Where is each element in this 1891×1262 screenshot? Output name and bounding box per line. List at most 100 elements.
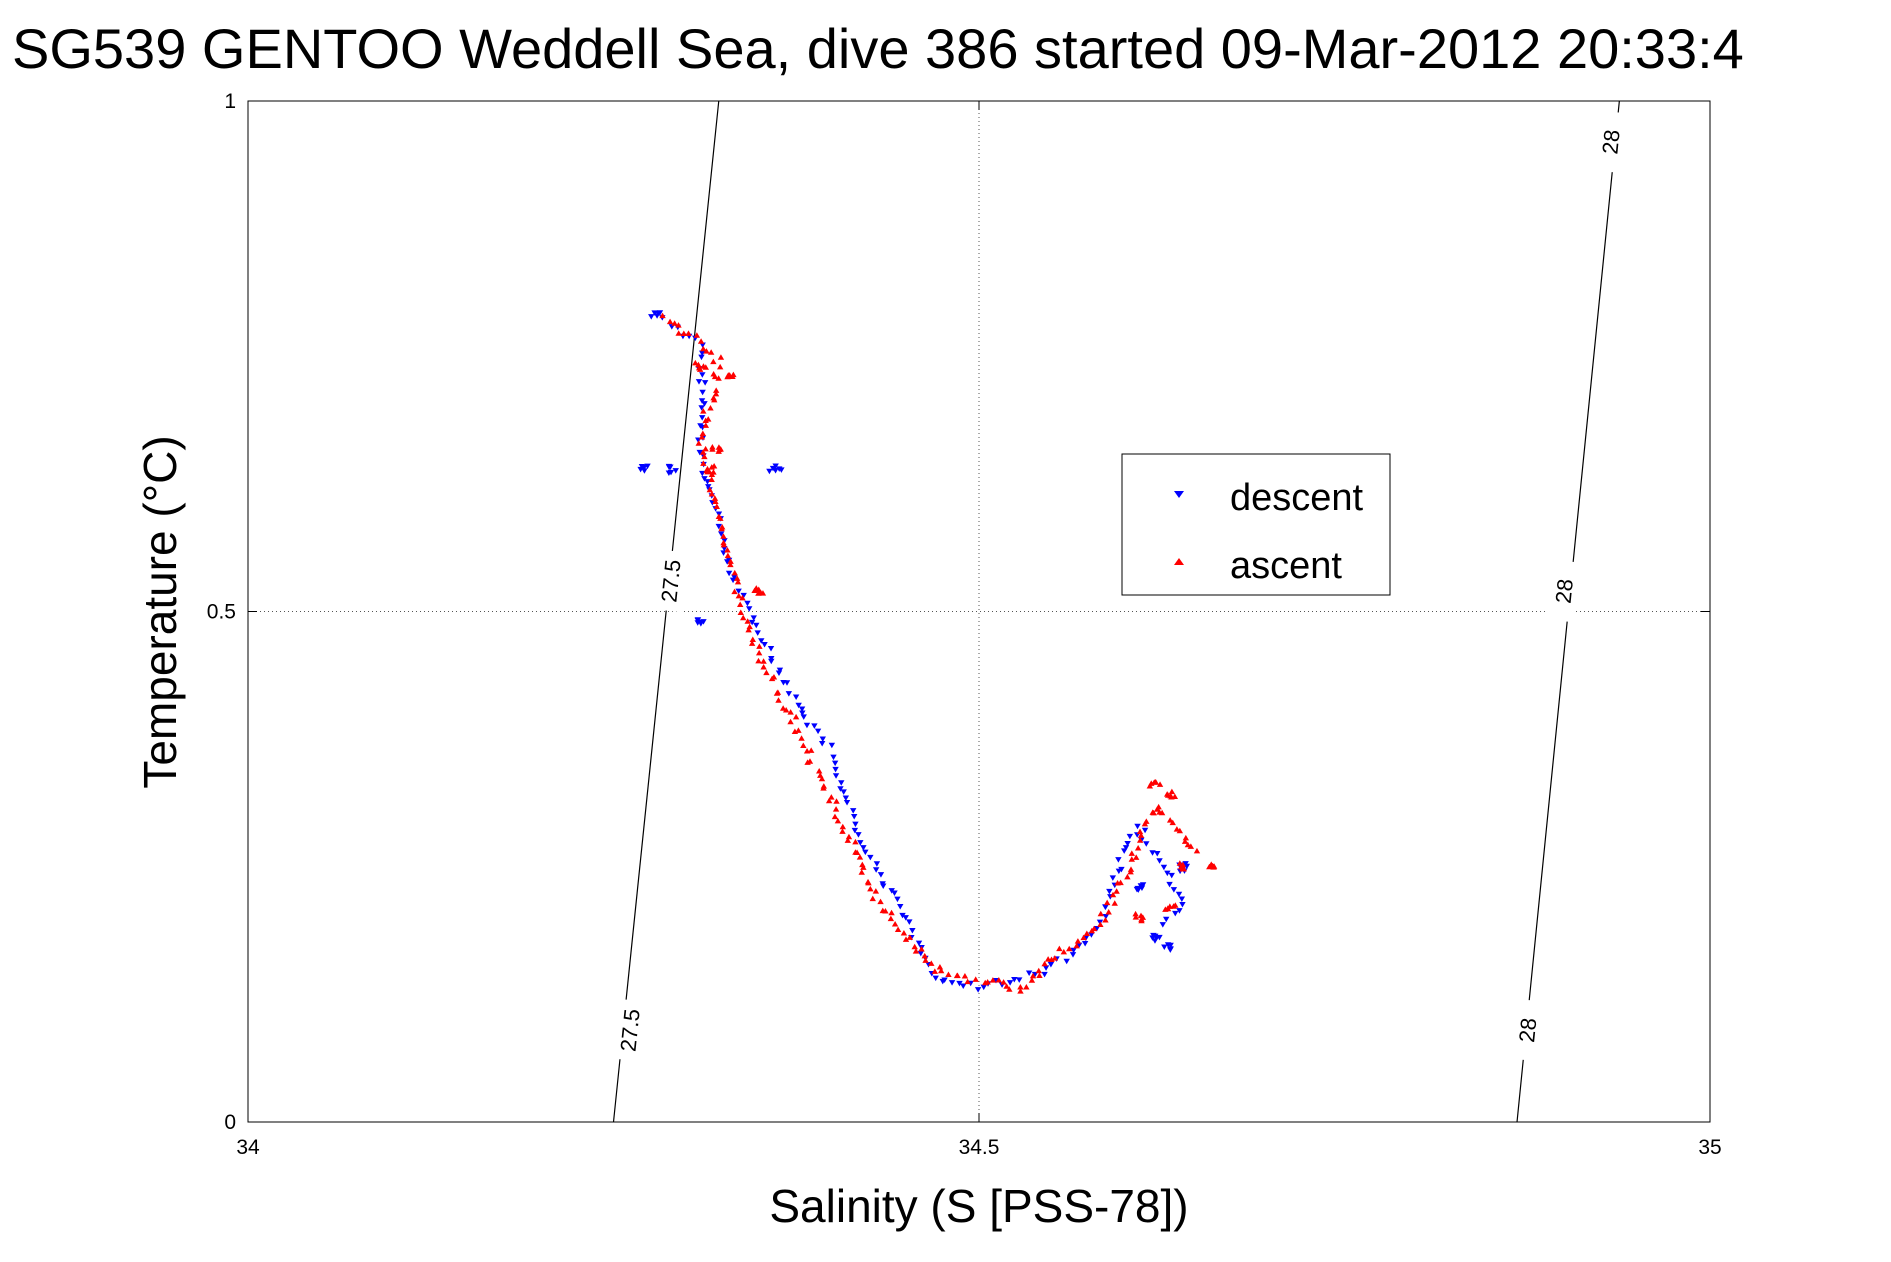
descent-point	[1102, 904, 1109, 910]
legend-descent-marker	[1174, 491, 1184, 498]
ascent-point	[954, 972, 961, 978]
ascent-point	[675, 330, 682, 336]
ascent-point	[1137, 912, 1145, 919]
ascent-point	[1166, 903, 1174, 909]
descent-point	[818, 741, 826, 747]
ascent-point	[699, 430, 707, 436]
descent-point	[1170, 887, 1178, 893]
descent-point	[891, 890, 898, 896]
ascent-point	[720, 533, 727, 539]
ascent-point	[887, 915, 895, 922]
descent-point	[1153, 935, 1161, 941]
ascent-point	[700, 345, 707, 352]
ascent-point	[710, 358, 717, 365]
ascent-point	[820, 785, 827, 791]
descent-point	[960, 983, 967, 990]
ascent-point	[1090, 925, 1098, 932]
descent-point	[767, 646, 775, 652]
ascent-point	[906, 934, 914, 940]
ascent-point	[1103, 899, 1111, 906]
ascent-point	[1006, 986, 1013, 992]
ascent-point	[710, 469, 717, 475]
descent-point	[729, 577, 737, 584]
ascent-point	[1210, 863, 1217, 870]
descent-point	[775, 670, 783, 676]
descent-point	[694, 620, 701, 626]
descent-point	[667, 464, 674, 471]
descent-point	[1159, 922, 1167, 928]
density-contour-label: 28	[1551, 578, 1578, 605]
ascent-point	[768, 675, 776, 682]
descent-point	[701, 401, 708, 407]
ascent-point	[711, 373, 719, 380]
descent-point	[699, 342, 706, 348]
descent-point	[1042, 965, 1050, 971]
descent-point	[819, 736, 826, 743]
ascent-point	[867, 885, 874, 892]
ascent-point	[734, 578, 742, 585]
ascent-point	[1074, 938, 1082, 944]
x-tick-label: 35	[1698, 1136, 1721, 1159]
descent-point	[838, 780, 845, 786]
descent-point	[932, 975, 939, 982]
ascent-point	[731, 588, 738, 595]
descent-point	[700, 619, 707, 625]
ascent-point	[1127, 866, 1135, 872]
descent-point	[1115, 857, 1122, 863]
descent-point	[715, 523, 722, 530]
ascent-point	[760, 663, 767, 670]
density-contour-label: 27.5	[656, 558, 685, 603]
ascent-point	[891, 920, 899, 927]
density-contour-label: 28	[1597, 128, 1624, 155]
legend-ascent-label: ascent	[1230, 545, 1342, 587]
descent-point	[1102, 913, 1110, 920]
ascent-point	[707, 349, 715, 355]
ascent-point	[685, 330, 692, 336]
ascent-point	[675, 322, 682, 328]
ascent-point	[834, 817, 842, 824]
ascent-point	[937, 967, 945, 974]
descent-point	[831, 760, 839, 767]
ascent-point	[1128, 856, 1135, 862]
descent-point	[1141, 827, 1149, 834]
ascent-point	[1023, 984, 1030, 990]
descent-point	[740, 592, 747, 599]
ascent-point	[1143, 818, 1150, 824]
descent-point	[894, 896, 901, 903]
descent-point	[792, 694, 800, 700]
descent-point	[1179, 902, 1186, 908]
ascent-point	[825, 797, 833, 804]
descent-point	[1156, 858, 1163, 864]
ascent-point	[1132, 914, 1140, 920]
ascent-point	[695, 440, 702, 446]
descent-point	[941, 977, 948, 983]
descent-point	[867, 854, 874, 861]
ascent-point	[712, 390, 720, 397]
ascent-point	[782, 706, 790, 713]
descent-point	[1178, 896, 1186, 902]
descent-point	[1081, 940, 1089, 947]
descent-point	[698, 350, 706, 357]
ascent-point	[798, 735, 805, 741]
ascent-point	[918, 945, 925, 952]
descent-point	[724, 559, 731, 565]
ascent-point	[1136, 837, 1144, 843]
ascent-point	[726, 373, 733, 379]
ascent-point	[737, 609, 744, 616]
ascent-point	[708, 490, 716, 497]
descent-point	[754, 630, 761, 636]
descent-point	[656, 310, 664, 316]
ascent-point	[787, 709, 794, 715]
descent-point	[800, 714, 807, 720]
descent-point	[776, 667, 784, 674]
ascent-point	[1105, 908, 1112, 915]
ascent-point	[928, 960, 935, 966]
ascent-point	[707, 404, 714, 411]
data-points	[637, 310, 1218, 994]
ascent-point	[727, 558, 734, 564]
ascent-point	[1017, 988, 1024, 994]
descent-point	[701, 476, 708, 482]
ascent-point	[773, 690, 781, 696]
density-contour-label-bg	[1510, 998, 1545, 1062]
descent-point	[1118, 866, 1125, 873]
